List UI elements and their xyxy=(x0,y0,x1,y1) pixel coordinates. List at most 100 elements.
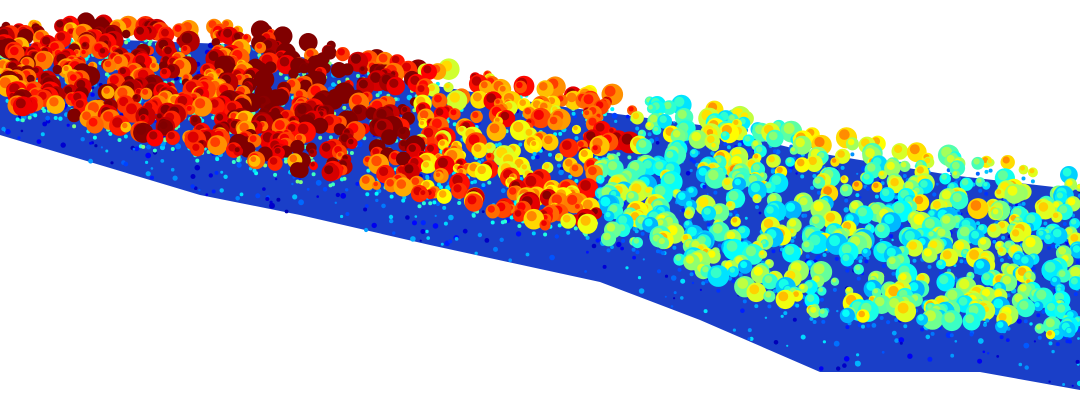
tree-trunk xyxy=(375,93,380,98)
tree-top xyxy=(783,122,795,134)
tree-top xyxy=(764,275,773,284)
tree-trunk xyxy=(473,179,477,184)
ground-point xyxy=(170,167,175,172)
tree-top xyxy=(351,94,362,105)
tree-top xyxy=(223,20,229,27)
tree-top xyxy=(467,195,477,205)
tree-top xyxy=(588,117,597,126)
ground-point xyxy=(145,160,149,164)
tree-top xyxy=(399,127,406,135)
tree-top xyxy=(765,291,772,298)
tree-top xyxy=(1044,261,1056,273)
tree-top xyxy=(314,119,323,128)
ground-point xyxy=(843,356,850,362)
tree-top xyxy=(167,132,175,140)
tree-top xyxy=(784,245,795,255)
ground-point xyxy=(36,139,42,145)
tree-trunk xyxy=(452,122,457,127)
tree-top xyxy=(766,206,774,214)
tree-trunk xyxy=(819,297,824,302)
tree-trunk xyxy=(702,184,707,189)
tree-top xyxy=(1056,287,1061,292)
tree-top xyxy=(698,196,709,208)
tree-trunk xyxy=(1062,222,1067,226)
tree-top xyxy=(216,69,221,74)
tree-top xyxy=(373,181,378,187)
tree-top xyxy=(879,171,884,176)
ground-point xyxy=(871,323,877,328)
tree-trunk xyxy=(859,255,863,260)
tree-top xyxy=(274,120,285,130)
tree-top xyxy=(444,83,450,89)
tree-top xyxy=(227,102,237,112)
tree-trunk xyxy=(273,172,278,177)
tree-top xyxy=(1070,277,1078,285)
tree-trunk xyxy=(532,151,537,156)
tree-trunk xyxy=(548,152,552,157)
ground-point xyxy=(42,121,48,127)
tree-top xyxy=(427,144,434,152)
tree-top xyxy=(937,260,943,266)
tree-top xyxy=(1058,270,1066,277)
tree-top xyxy=(438,190,447,198)
tree-top xyxy=(249,135,257,143)
tree-top xyxy=(580,149,588,158)
tree-trunk xyxy=(490,220,495,225)
ground-point xyxy=(265,197,270,201)
tree-top xyxy=(685,255,695,264)
tree-top xyxy=(728,190,739,201)
tree-top xyxy=(1056,192,1063,199)
tree-top xyxy=(174,24,182,32)
tree-top xyxy=(495,99,500,104)
ground-point xyxy=(1033,340,1036,343)
tree-trunk xyxy=(108,131,113,136)
tree-top xyxy=(458,126,464,132)
tree-top xyxy=(786,202,796,212)
tree-top xyxy=(997,170,1009,181)
ground-point xyxy=(477,232,483,238)
tree-top xyxy=(370,72,381,83)
tree-trunk xyxy=(621,238,626,243)
ground-point xyxy=(262,187,266,191)
tree-top xyxy=(1038,230,1044,236)
tree-top xyxy=(396,179,407,189)
tree-top xyxy=(788,219,797,227)
ground-point xyxy=(602,264,607,269)
tree-trunk xyxy=(481,183,486,188)
ground-point xyxy=(558,169,564,176)
tree-top xyxy=(279,56,290,67)
tree-top xyxy=(978,225,985,231)
tree-top xyxy=(217,57,226,67)
ground-point xyxy=(425,229,429,234)
tree-top xyxy=(853,181,860,187)
tree-trunk xyxy=(704,279,709,284)
tree-trunk xyxy=(328,135,333,140)
tree-top xyxy=(386,179,394,187)
tree-top xyxy=(732,217,738,223)
tree-trunk xyxy=(845,268,850,273)
tree-trunk xyxy=(1051,244,1056,249)
ground-point xyxy=(190,184,195,189)
ground-point xyxy=(945,332,952,339)
tree-trunk xyxy=(428,201,433,206)
tree-top xyxy=(477,165,487,175)
tree-trunk xyxy=(610,107,615,112)
tree-trunk xyxy=(543,232,548,237)
ground-point xyxy=(434,214,437,217)
ground-point xyxy=(1024,365,1029,370)
tree-trunk xyxy=(976,221,980,226)
tree-top xyxy=(404,164,414,174)
tree-top xyxy=(829,235,841,247)
tree-top xyxy=(814,136,825,148)
tree-top xyxy=(846,287,851,292)
ground-point xyxy=(595,238,600,243)
ground-point xyxy=(88,158,93,164)
tree-trunk xyxy=(568,174,573,179)
tree-top xyxy=(752,163,761,171)
tree-top xyxy=(360,66,365,72)
tree-top xyxy=(814,177,821,184)
tree-top xyxy=(707,135,715,144)
tree-top xyxy=(1067,197,1076,206)
tree-trunk xyxy=(53,116,58,120)
tree-trunk xyxy=(634,229,639,234)
